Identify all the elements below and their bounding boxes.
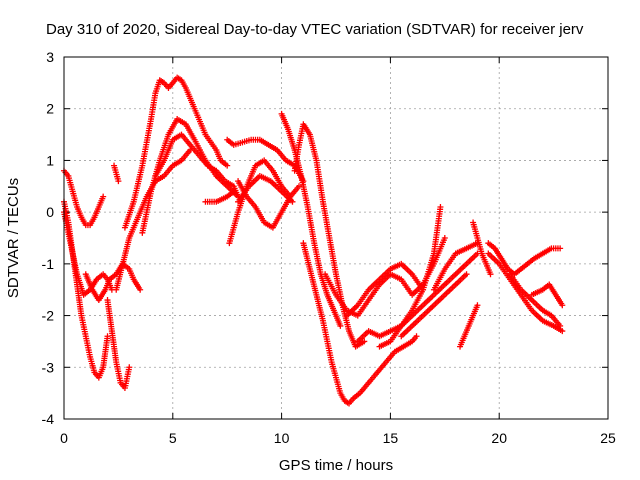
y-tick-label: -4: [42, 411, 55, 427]
series-arc-y: [457, 302, 481, 350]
plot-frame: [63, 56, 609, 420]
data-point: [487, 271, 494, 278]
series-arc-p: [278, 110, 344, 329]
series-arc-k: [202, 188, 237, 205]
series-arc-q: [291, 121, 368, 350]
series-arc-x: [430, 240, 481, 293]
series-arc-z: [470, 219, 494, 278]
data-point: [137, 286, 144, 293]
x-tick-label: 0: [60, 430, 68, 446]
data-point: [230, 188, 237, 195]
data-point: [289, 198, 296, 205]
x-tick-label: 10: [274, 430, 290, 446]
data-point: [474, 302, 481, 309]
data-point: [557, 245, 564, 252]
series-arc-ac: [507, 271, 564, 329]
y-tick-label: -2: [42, 308, 55, 324]
series-arc-h: [121, 74, 231, 231]
data-point: [115, 178, 122, 185]
series-arc-t: [343, 260, 427, 319]
data-point: [559, 328, 566, 335]
series-arc-ad: [528, 281, 566, 309]
series-arc-e: [111, 162, 122, 185]
x-axis-label: GPS time / hours: [279, 457, 393, 474]
data-point: [437, 203, 444, 210]
series-arc-j: [152, 131, 242, 200]
series-arc-o: [235, 172, 296, 205]
data-point: [126, 364, 133, 371]
y-tick-label: -3: [42, 359, 55, 375]
data-point: [296, 183, 303, 190]
series-arc-g: [113, 147, 194, 293]
data-points: [61, 74, 566, 407]
x-tick-label: 20: [491, 430, 507, 446]
data-point: [100, 193, 107, 200]
y-axis-label: SDTVAR / TECUs: [5, 178, 22, 298]
y-tick-label: -1: [42, 256, 55, 272]
y-tick-label: 2: [46, 101, 54, 117]
data-point: [224, 162, 231, 169]
data-point: [413, 333, 420, 340]
x-tick-label: 15: [383, 430, 399, 446]
data-point: [557, 322, 564, 329]
chart-title: Day 310 of 2020, Sidereal Day-to-day VTE…: [46, 21, 584, 38]
x-tick-label: 25: [600, 430, 616, 446]
series-arc-aa: [485, 240, 564, 278]
series-arc-u: [354, 203, 444, 345]
series-arc-a: [61, 167, 107, 229]
data-point: [361, 338, 368, 345]
y-tick-label: 0: [46, 204, 54, 220]
series-arc-c: [61, 209, 115, 298]
series-arc-f: [104, 297, 133, 391]
data-point: [337, 322, 344, 329]
series-arc-w: [398, 271, 470, 340]
data-point: [104, 333, 111, 340]
series-arc-d: [82, 260, 144, 304]
x-axis-ticks: 0 5 10 15 20 25: [60, 57, 616, 446]
data-point: [463, 271, 470, 278]
series-arc-v: [376, 250, 481, 350]
grid: [64, 57, 608, 419]
y-tick-label: 3: [46, 49, 54, 65]
y-tick-label: 1: [46, 152, 54, 168]
series-arc-i: [139, 116, 242, 236]
x-tick-label: 5: [169, 430, 177, 446]
data-point: [441, 235, 448, 241]
series-arc-r: [300, 240, 420, 407]
data-point: [559, 302, 566, 309]
